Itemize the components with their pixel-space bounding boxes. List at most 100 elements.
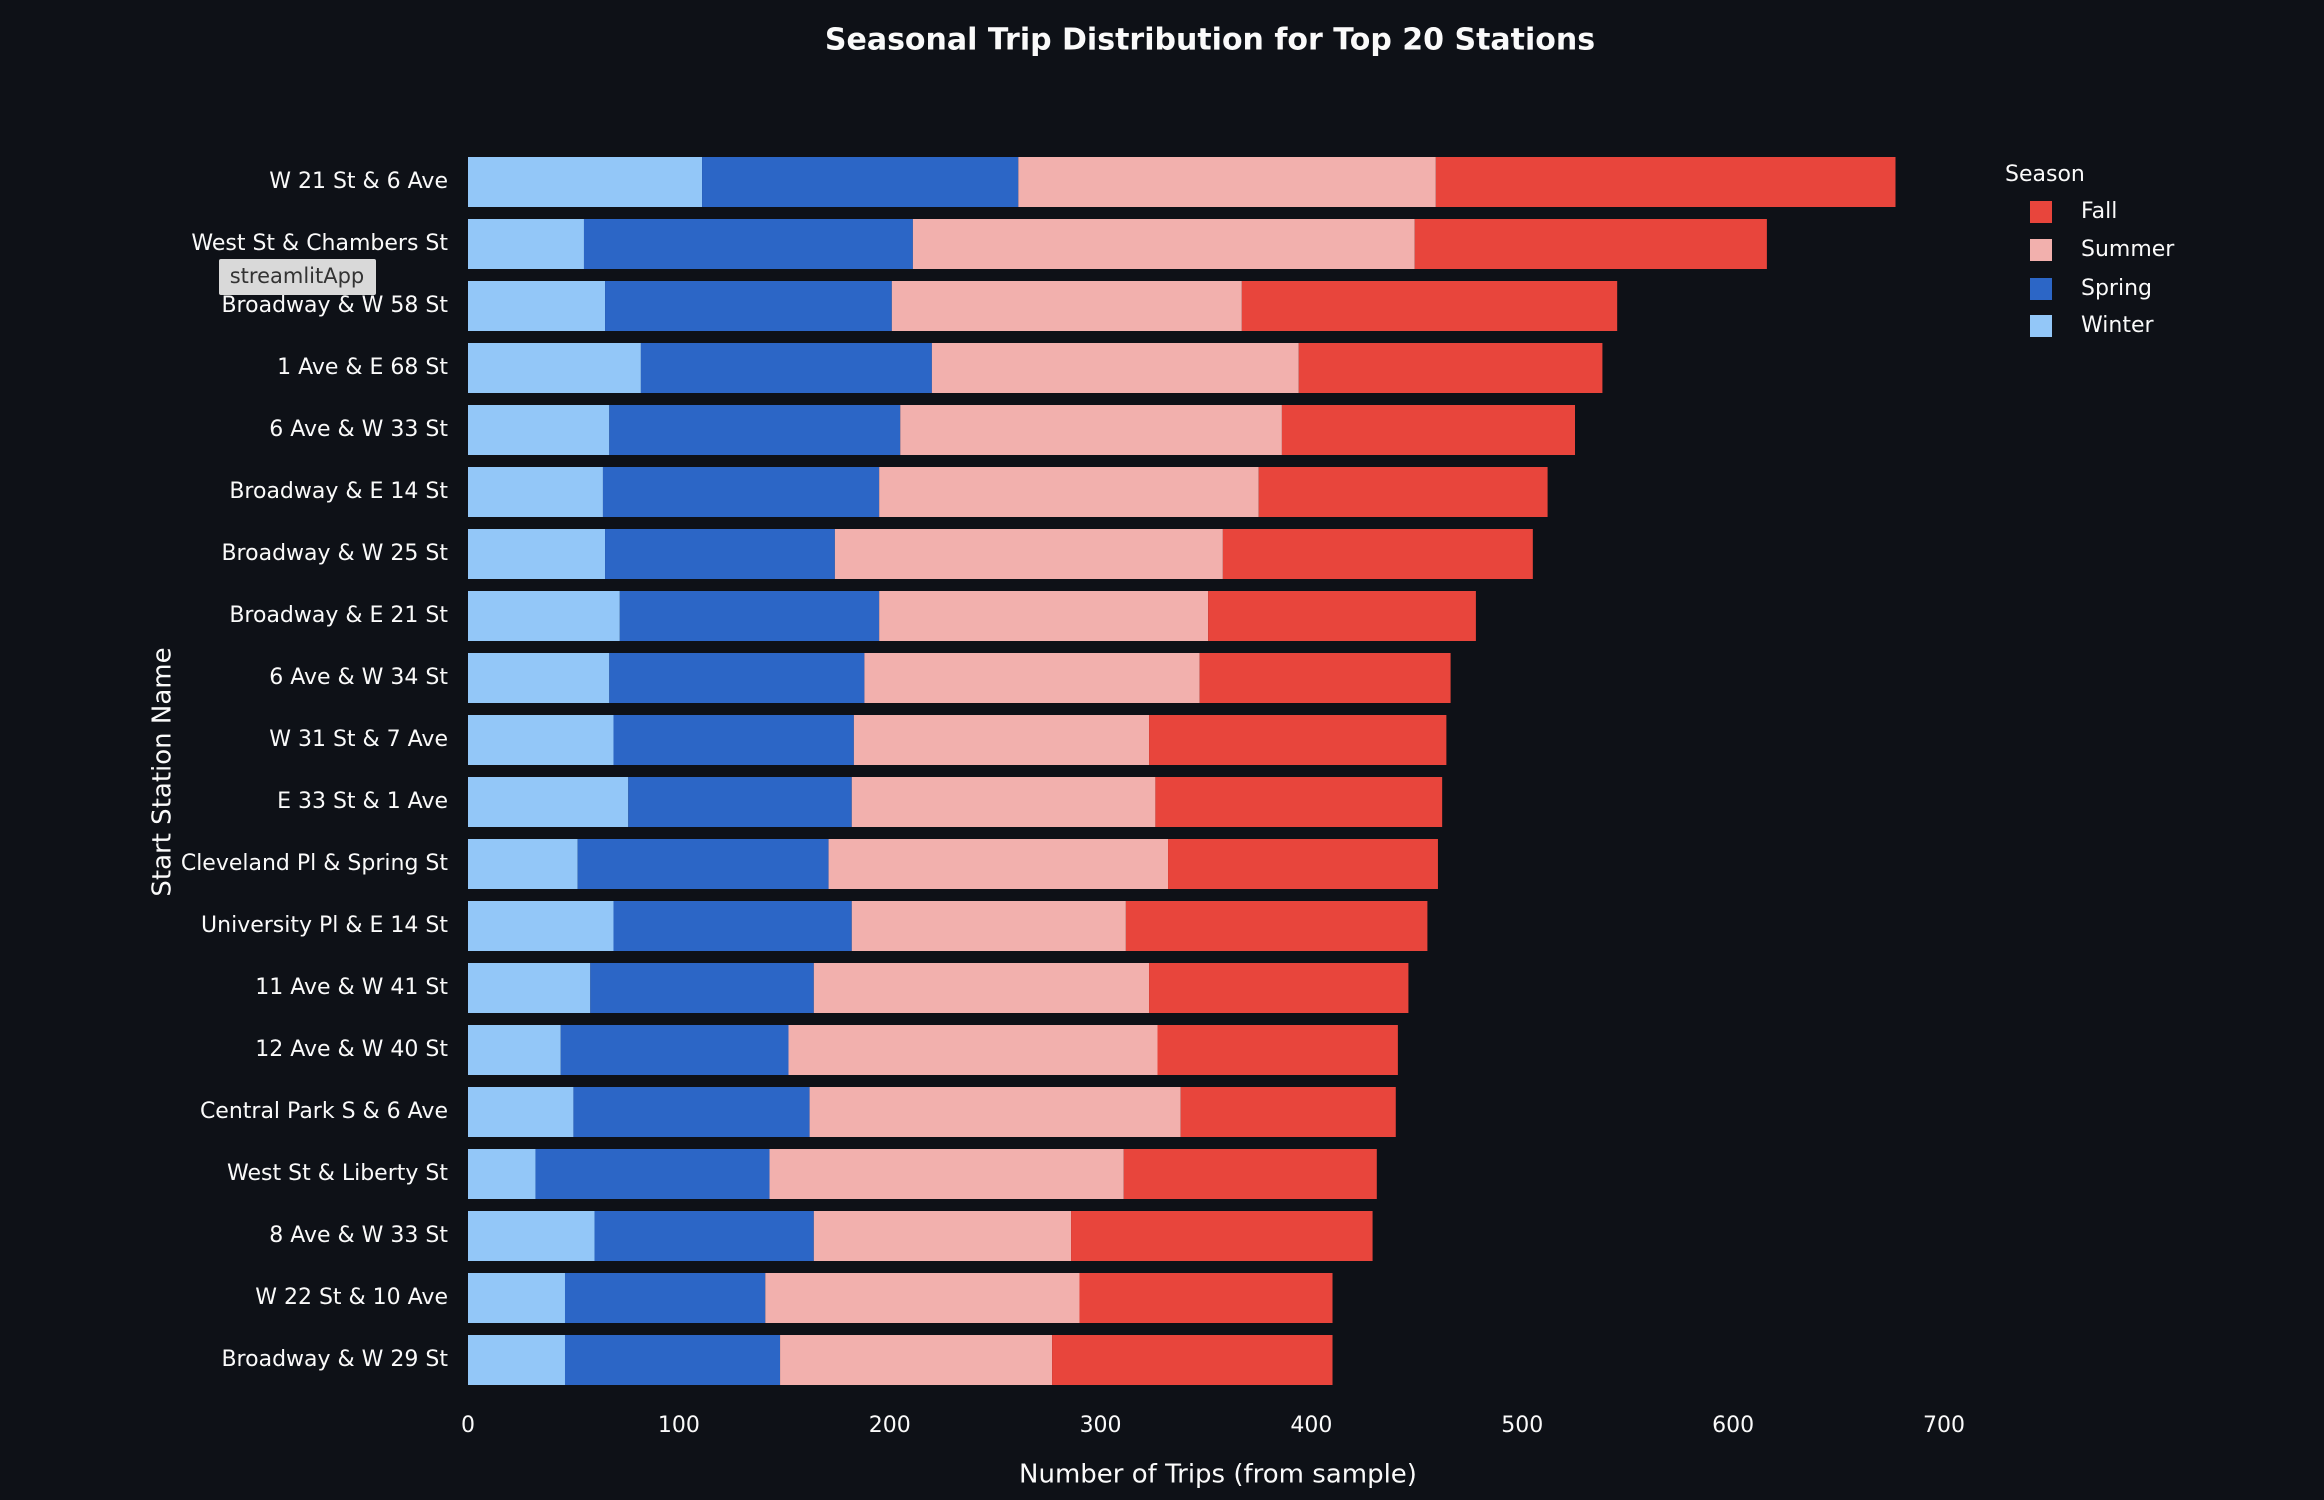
bar-segment xyxy=(912,219,1415,269)
legend-label: Summer xyxy=(2081,237,2175,262)
bar-segment xyxy=(468,715,614,765)
bar-segment xyxy=(468,219,584,269)
y-tick-label: W 31 St & 7 Ave xyxy=(269,727,448,752)
x-tick-label: 600 xyxy=(1712,1413,1754,1438)
bar-segment xyxy=(609,653,865,703)
bar-segment xyxy=(1155,777,1443,827)
y-tick-label: 8 Ave & W 33 St xyxy=(269,1223,448,1248)
bar-segment xyxy=(583,219,913,269)
bar-segment xyxy=(468,1149,536,1199)
y-tick-label: W 21 St & 6 Ave xyxy=(269,169,448,194)
bar-segment xyxy=(813,963,1150,1013)
y-tick-label: Broadway & E 21 St xyxy=(229,603,448,628)
bar-segment xyxy=(468,839,578,889)
tooltip-text: streamlitApp xyxy=(230,264,365,288)
x-tick-label: 200 xyxy=(869,1413,911,1438)
bar-segment xyxy=(468,1025,561,1075)
legend-swatch xyxy=(2030,278,2052,300)
bar-segment xyxy=(535,1149,770,1199)
bar-segment xyxy=(1149,963,1409,1013)
x-tick-label: 400 xyxy=(1290,1413,1332,1438)
bar-segment xyxy=(828,839,1169,889)
bar-segment xyxy=(468,591,620,641)
x-tick-label: 100 xyxy=(658,1413,700,1438)
chart-title: Seasonal Trip Distribution for Top 20 St… xyxy=(825,23,1595,58)
bar-segment xyxy=(573,1087,810,1137)
bar-segment xyxy=(564,1335,781,1385)
bar-segment xyxy=(613,901,852,951)
y-tick-label: 6 Ave & W 33 St xyxy=(269,417,448,442)
legend-swatch xyxy=(2030,315,2052,337)
bar-segment xyxy=(1180,1087,1396,1137)
legend-label: Spring xyxy=(2081,276,2152,301)
bar-segment xyxy=(1298,343,1603,393)
y-tick-label: West St & Chambers St xyxy=(191,231,448,256)
x-axis-title: Number of Trips (from sample) xyxy=(1019,1460,1417,1490)
y-tick-label: Broadway & E 14 St xyxy=(229,479,448,504)
bar-segment xyxy=(1123,1149,1377,1199)
y-tick-label: Broadway & W 58 St xyxy=(221,293,448,318)
bar-segment xyxy=(619,591,880,641)
bar-segment xyxy=(468,1087,574,1137)
x-tick-label: 300 xyxy=(1080,1413,1122,1438)
bar-segment xyxy=(1435,157,1896,207)
legend-swatch xyxy=(2030,239,2052,261)
bar-segment xyxy=(851,901,1126,951)
y-tick-label: University Pl & E 14 St xyxy=(201,913,448,938)
bar-segment xyxy=(1071,1211,1373,1261)
bar-segment xyxy=(765,1273,1080,1323)
bar-segment xyxy=(931,343,1299,393)
bar-segment xyxy=(900,405,1282,455)
legend-label: Fall xyxy=(2081,199,2117,224)
bar-segment xyxy=(788,1025,1158,1075)
y-axis-title: Start Station Name xyxy=(148,647,178,896)
bar-segment xyxy=(780,1335,1053,1385)
y-tick-label: W 22 St & 10 Ave xyxy=(255,1285,448,1310)
x-tick-label: 0 xyxy=(461,1413,475,1438)
x-tick-label: 500 xyxy=(1501,1413,1543,1438)
tooltip-box xyxy=(219,259,376,295)
bar-segment xyxy=(468,281,606,331)
y-tick-label: E 33 St & 1 Ave xyxy=(277,789,448,814)
bar-segment xyxy=(468,529,606,579)
bar-segment xyxy=(468,467,603,517)
bar-segment xyxy=(1258,467,1548,517)
bar-segment xyxy=(468,405,610,455)
bar-segment xyxy=(879,467,1259,517)
bar-segment xyxy=(605,281,892,331)
bar-segment xyxy=(640,343,932,393)
bar-segment xyxy=(813,1211,1072,1261)
bar-segment xyxy=(1149,715,1447,765)
bar-segment xyxy=(1222,529,1533,579)
y-tick-label: 12 Ave & W 40 St xyxy=(255,1037,448,1062)
y-tick-label: 11 Ave & W 41 St xyxy=(255,975,448,1000)
y-tick-label: West St & Liberty St xyxy=(227,1161,448,1186)
bar-segment xyxy=(891,281,1242,331)
bar-segment xyxy=(613,715,854,765)
bar-segment xyxy=(468,963,591,1013)
bar-segment xyxy=(590,963,814,1013)
bar-segment xyxy=(1199,653,1451,703)
y-tick-label: Broadway & W 25 St xyxy=(221,541,448,566)
bar-segment xyxy=(1018,157,1436,207)
bar-segment xyxy=(834,529,1223,579)
bar-segment xyxy=(605,529,835,579)
bar-segment xyxy=(1052,1335,1333,1385)
bar-segment xyxy=(1157,1025,1398,1075)
bar-segment xyxy=(1281,405,1575,455)
legend-title: Season xyxy=(2005,162,2085,187)
bar-segment xyxy=(702,157,1019,207)
bar-segment xyxy=(809,1087,1181,1137)
bar-segment xyxy=(468,1211,595,1261)
bar-segment xyxy=(577,839,829,889)
bar-segment xyxy=(1241,281,1618,331)
bar-segment xyxy=(1414,219,1767,269)
bar-segment xyxy=(769,1149,1124,1199)
bar-segment xyxy=(1208,591,1476,641)
y-tick-label: 6 Ave & W 34 St xyxy=(269,665,448,690)
bar-segment xyxy=(853,715,1150,765)
legend-label: Winter xyxy=(2081,313,2154,338)
bar-segment xyxy=(468,157,703,207)
